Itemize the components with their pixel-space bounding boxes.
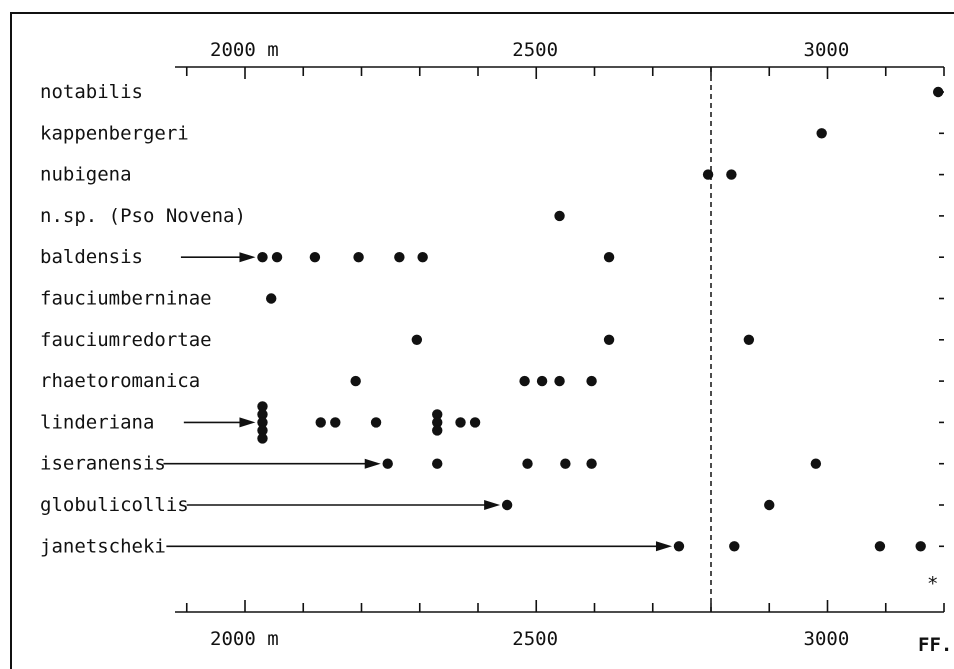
- data-point: [455, 417, 466, 428]
- species-label: globulicollis: [40, 494, 189, 516]
- data-point: [257, 401, 268, 412]
- data-point: [702, 169, 714, 180]
- top-tick-label: 3000: [804, 39, 850, 61]
- species-label: baldensis: [40, 246, 143, 268]
- arrow-head: [239, 417, 256, 428]
- data-point: [432, 409, 443, 420]
- data-point: [353, 252, 364, 263]
- data-point: [432, 458, 443, 469]
- data-point: [417, 252, 428, 263]
- data-point: [932, 86, 944, 98]
- species-label: linderiana: [40, 411, 154, 433]
- data-point: [603, 334, 615, 345]
- data-point: [603, 252, 615, 263]
- data-point: [411, 334, 423, 345]
- data-point: [726, 169, 737, 180]
- data-point: [554, 375, 565, 387]
- tick-marks: [185, 67, 945, 612]
- data-point: [915, 541, 926, 552]
- data-point: [257, 433, 268, 444]
- species-label: iseranensis: [40, 453, 166, 475]
- data-point: [330, 417, 341, 428]
- species-label: notabilis: [40, 81, 143, 103]
- species-label: janetscheki: [40, 535, 166, 557]
- data-point: [309, 252, 321, 263]
- data-point: [810, 458, 822, 469]
- data-point: [586, 458, 597, 469]
- data-point: [536, 375, 548, 387]
- data-point: [350, 375, 361, 387]
- species-label: fauciumberninae: [40, 288, 212, 310]
- arrow-head: [364, 458, 381, 469]
- data-point: [394, 252, 405, 263]
- species-label: rhaetoromanica: [40, 370, 200, 392]
- chart-frame: [10, 12, 954, 669]
- data-point: [370, 417, 382, 428]
- data-point: [874, 541, 886, 552]
- data-point: [432, 417, 443, 428]
- bottom-tick-label: 2000 m: [210, 628, 279, 650]
- arrow-head: [655, 541, 672, 552]
- species-labels: notabilis kappenbergeri nubigena n.sp. (Pso…: [40, 81, 246, 557]
- axes: [175, 66, 944, 613]
- data-point: [816, 128, 827, 139]
- arrow-head: [239, 252, 256, 263]
- data-point: [257, 252, 268, 263]
- data-point: [560, 458, 571, 469]
- data-point: [432, 425, 443, 436]
- top-tick-label: 2000 m: [210, 39, 279, 61]
- corner-marks: FF. *: [918, 573, 952, 656]
- species-label: nubigena: [40, 164, 132, 186]
- data-point: [469, 417, 481, 428]
- bottom-tick-label: 2500: [512, 628, 558, 650]
- data-point: [729, 541, 740, 552]
- arrows: [163, 252, 672, 552]
- data-point: [257, 425, 268, 436]
- asterisk-mark: *: [927, 573, 938, 595]
- data-point: [382, 458, 393, 469]
- data-point: [743, 334, 755, 345]
- top-tick-label: 2500: [512, 39, 558, 61]
- species-label: fauciumredortae: [40, 329, 212, 351]
- species-label: kappenbergeri: [40, 122, 189, 144]
- data-point: [586, 375, 597, 387]
- data-point: [554, 210, 565, 222]
- data-point: [266, 293, 277, 304]
- data-point: [519, 375, 530, 387]
- data-point: [257, 417, 268, 428]
- data-point: [764, 499, 775, 511]
- corner-mark: FF.: [918, 634, 952, 656]
- data-point: [522, 458, 533, 469]
- bottom-tick-label: 3000: [804, 628, 850, 650]
- data-point: [315, 417, 326, 428]
- data-point: [257, 409, 268, 420]
- arrow-head: [484, 500, 501, 510]
- data-point: [271, 252, 283, 263]
- data-point: [501, 499, 513, 511]
- tick-labels: 2000 m 2500 3000 2000 m 2500 3000: [210, 39, 849, 650]
- data-point: [673, 541, 685, 552]
- species-label: n.sp. (Pso Novena): [40, 205, 246, 227]
- data-points: [257, 86, 944, 552]
